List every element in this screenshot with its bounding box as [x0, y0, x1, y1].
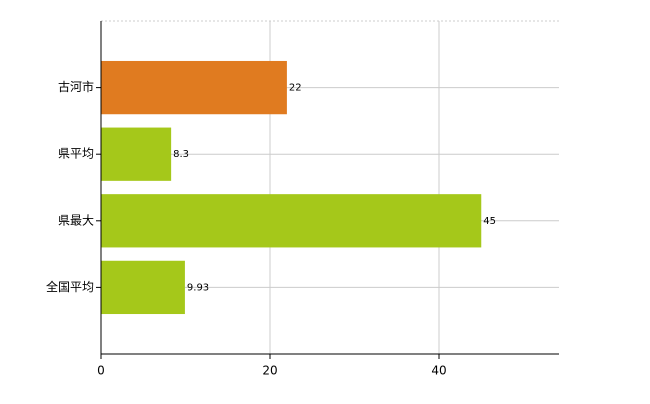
- y-tick-label: 古河市: [58, 79, 94, 94]
- y-tick-label: 全国平均: [46, 279, 94, 294]
- x-tick-label: 40: [431, 364, 446, 378]
- x-tick-label: 20: [262, 364, 277, 378]
- value-label: 22: [289, 83, 302, 94]
- bar: [101, 60, 287, 115]
- bar: [101, 127, 172, 181]
- y-tick-label: 県最大: [58, 213, 94, 227]
- bar: [101, 260, 185, 315]
- bar: [101, 194, 482, 248]
- y-tick-label: 県平均: [58, 147, 94, 161]
- value-label: 9.93: [187, 282, 209, 293]
- value-label: 8.3: [173, 149, 189, 160]
- x-tick-label: 0: [97, 364, 105, 378]
- value-label: 45: [483, 216, 496, 227]
